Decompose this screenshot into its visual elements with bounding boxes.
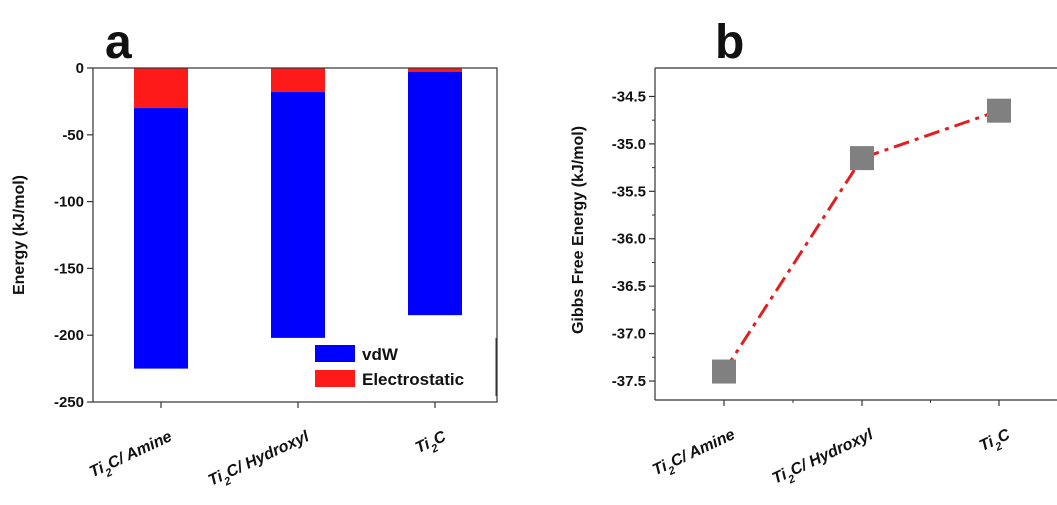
x-tick-label-a-1: Ti2C/ Hydroxyl [206,428,315,494]
panel-label-a: a [105,16,132,69]
y-axis-title-a: Energy (kJ/mol) [11,175,28,295]
y-tick-label-b-5: -37.0 [612,326,646,343]
y-tick-label-b-6: -37.5 [612,373,646,390]
y-tick-label-a-5: -250 [54,394,84,411]
y-tick-label-a-4: -200 [54,327,84,344]
y-tick-label-b-2: -35.5 [612,183,646,200]
bar-vdw-1 [271,92,325,338]
y-tick-label-a-0: 0 [76,60,84,77]
data-point-2 [987,98,1011,123]
legend-label-0: vdW [362,345,399,364]
data-point-1 [850,146,874,171]
bar-vdw-0 [134,108,188,369]
y-tick-label-b-1: -35.0 [612,136,646,153]
x-tick-label-b-1: Ti2C/ Hydroxyl [770,426,879,492]
bar-vdw-2 [408,72,462,316]
x-tick-label-a-0: Ti2C/ Amine [87,428,177,486]
data-point-0 [712,359,736,384]
x-tick-label-b-2: Ti2C [977,426,1015,459]
y-tick-label-a-2: -100 [54,194,84,211]
bar-electrostatic-2 [408,68,462,73]
x-tick-label-a-2: Ti2C [413,428,451,461]
legend-label-1: Electrostatic [362,370,464,389]
y-tick-label-b-0: -34.5 [612,88,646,105]
y-tick-label-b-3: -36.0 [612,231,646,248]
legend-swatch-0 [315,345,355,362]
y-tick-label-a-1: -50 [62,127,84,144]
y-axis-title-b: Gibbs Free Energy (kJ/mol) [570,126,587,334]
panel-label-b: b [715,16,744,69]
bar-electrostatic-0 [134,68,188,109]
plot-frame-a [92,67,498,403]
y-tick-label-b-4: -36.5 [612,278,646,295]
y-tick-label-a-3: -150 [54,260,84,277]
bar-electrostatic-1 [271,68,325,93]
legend-swatch-1 [315,370,355,387]
x-tick-label-b-0: Ti2C/ Amine [650,426,740,484]
